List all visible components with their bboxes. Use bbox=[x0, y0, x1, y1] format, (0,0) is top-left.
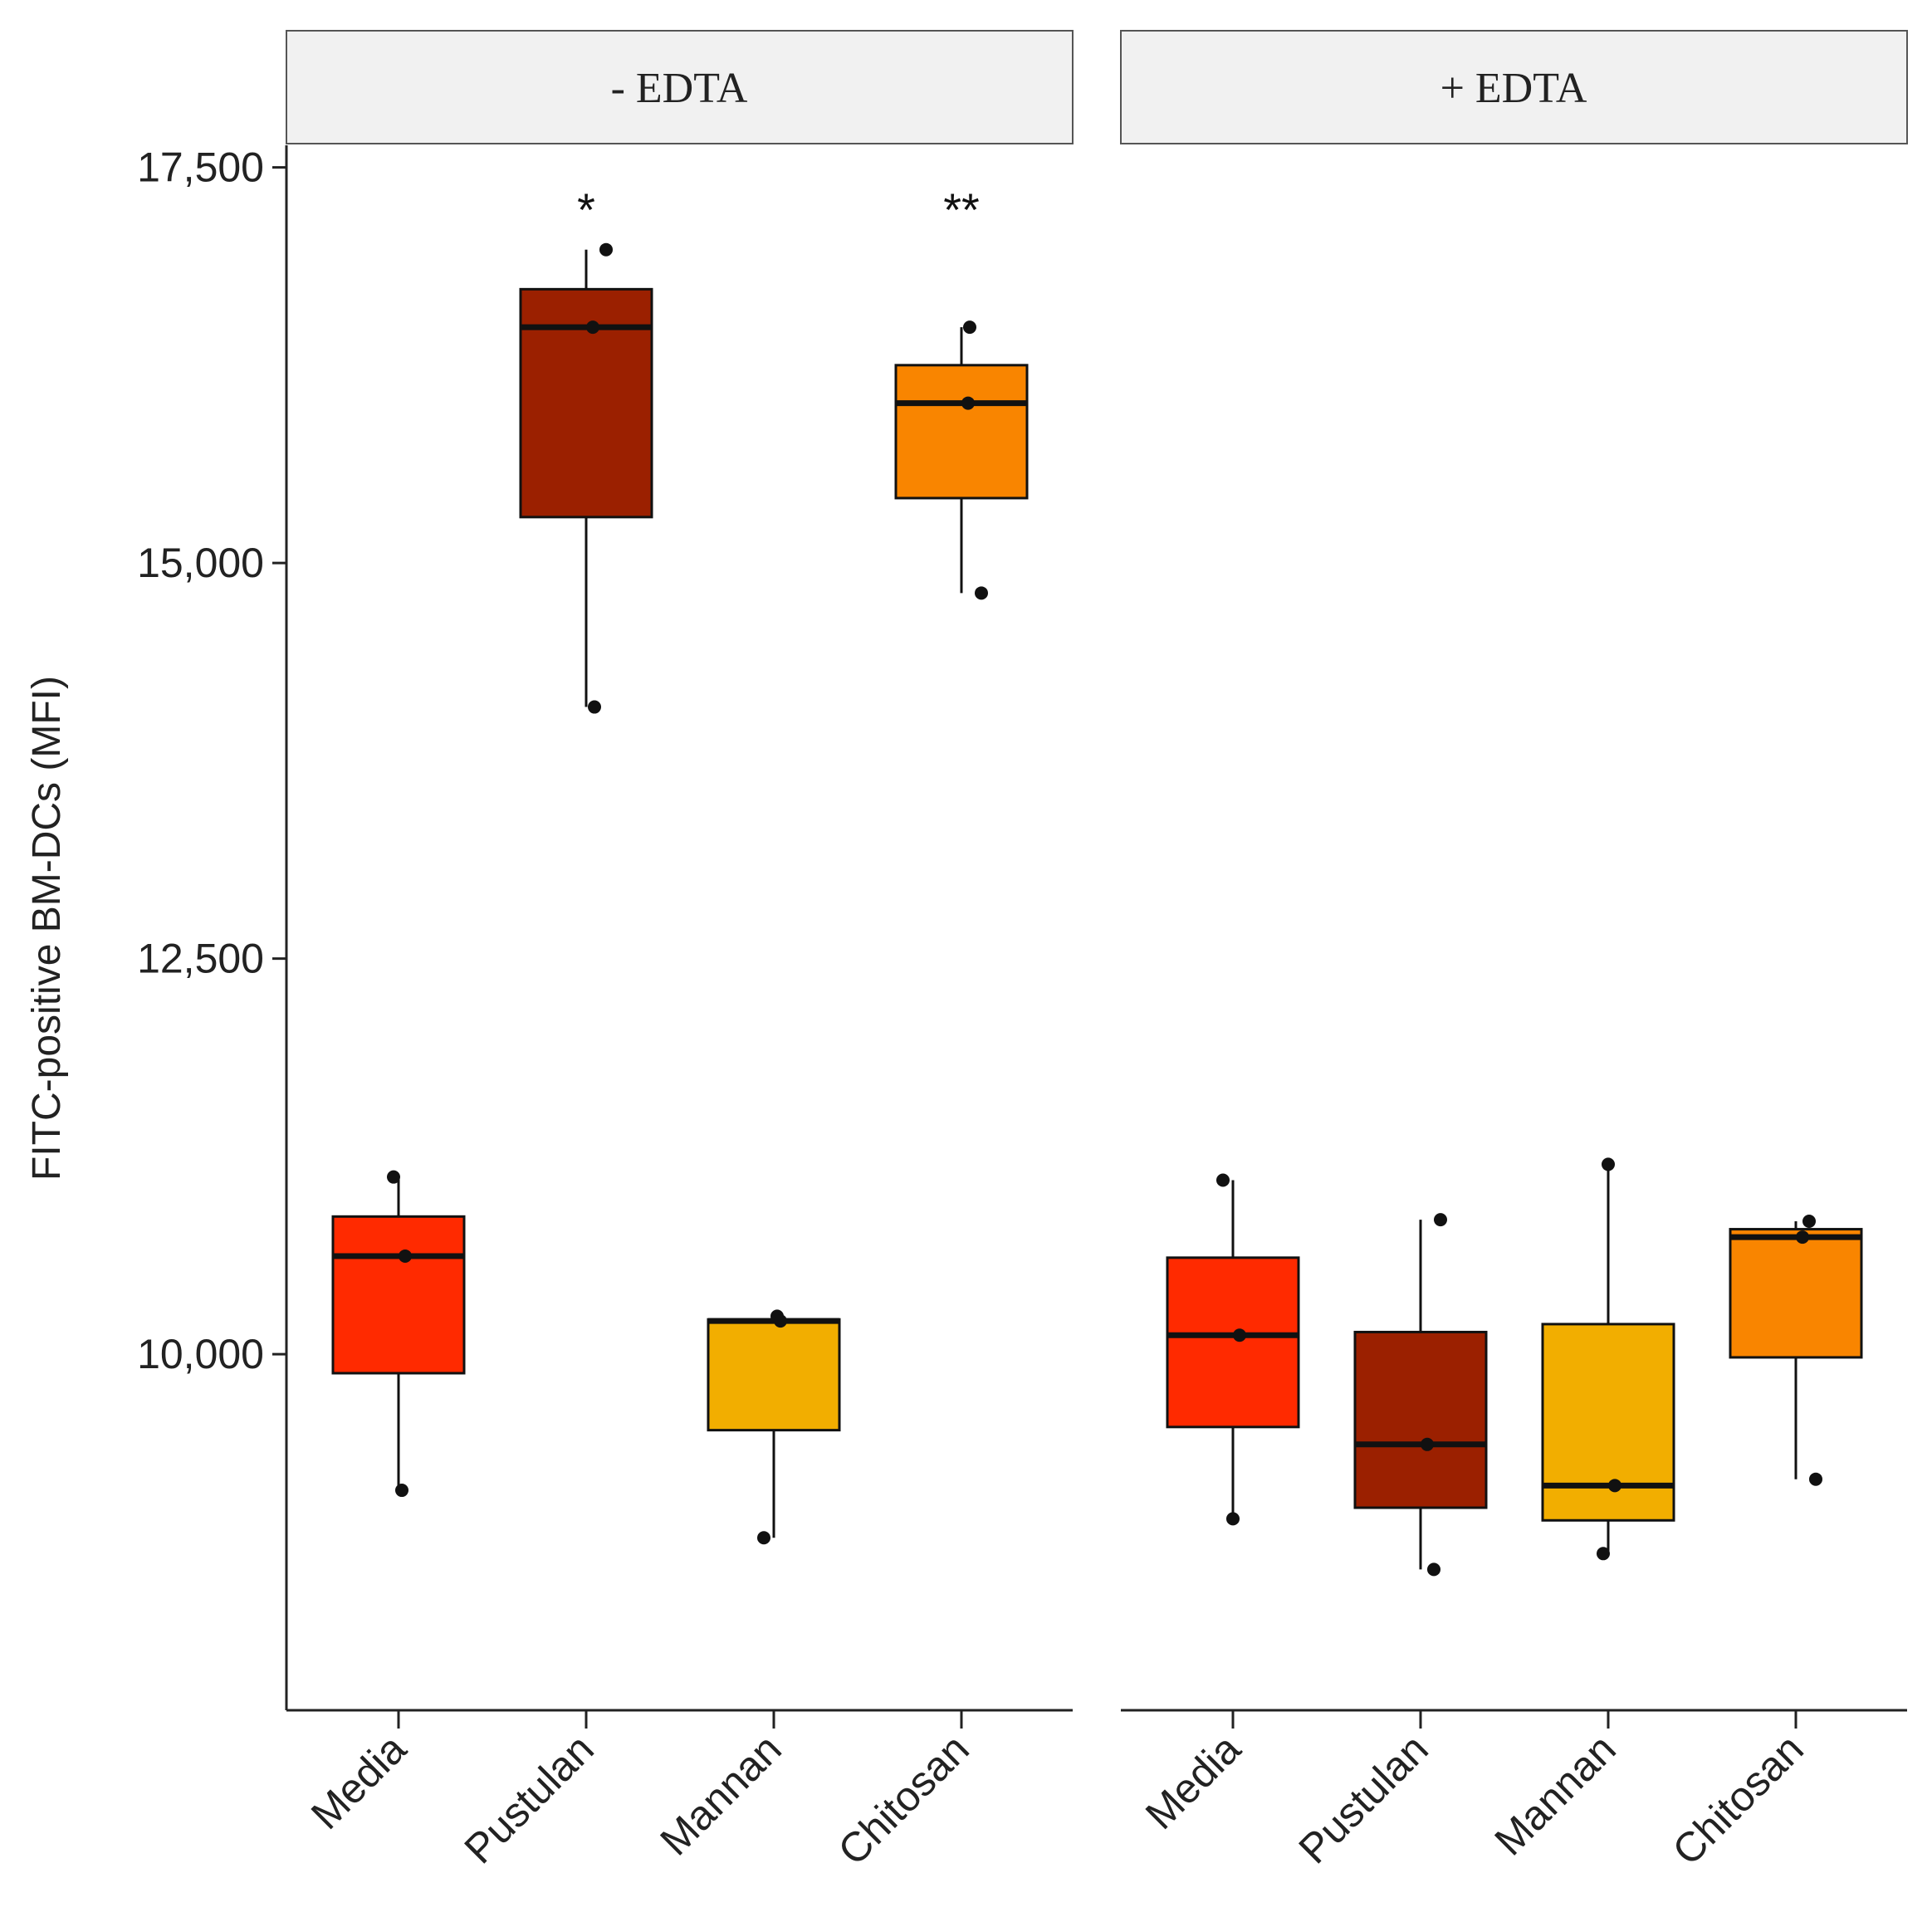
x-category: Mannan bbox=[651, 1710, 790, 1865]
x-category: Mannan bbox=[1485, 1710, 1625, 1865]
data-point bbox=[586, 320, 599, 335]
y-tick-label: 15,000 bbox=[137, 540, 264, 586]
data-point bbox=[1216, 1173, 1230, 1187]
data-point bbox=[1427, 1562, 1440, 1577]
significance-labels: * ** bbox=[577, 183, 980, 236]
x-tick-label-media: Media bbox=[1137, 1725, 1250, 1838]
y-tick: 12,500 bbox=[137, 936, 286, 982]
data-point bbox=[1226, 1512, 1240, 1526]
x-tick-label-pustulan: Pustulan bbox=[1290, 1725, 1437, 1872]
data-point bbox=[1421, 1437, 1434, 1451]
data-point bbox=[599, 242, 613, 257]
y-tick: 10,000 bbox=[137, 1331, 286, 1377]
box-body bbox=[707, 1318, 841, 1432]
strip-plus-edta-box bbox=[1120, 30, 1908, 144]
x-category: Pustulan bbox=[1290, 1710, 1437, 1872]
box-plus-edta-mannan bbox=[1541, 1157, 1675, 1561]
box-body bbox=[1353, 1330, 1488, 1509]
box-minus-edta-chitosan bbox=[894, 320, 1029, 600]
box-body bbox=[1541, 1323, 1675, 1522]
data-point bbox=[1796, 1230, 1809, 1245]
data-point bbox=[399, 1249, 412, 1263]
strip-minus-edta-label: - EDTA bbox=[611, 65, 748, 112]
strip-minus-edta-box bbox=[286, 30, 1074, 144]
y-tick: 17,500 bbox=[137, 144, 286, 191]
x-category: Media bbox=[302, 1710, 415, 1838]
x-tick-label-mannan: Mannan bbox=[1485, 1725, 1624, 1864]
box-minus-edta-media bbox=[331, 1170, 466, 1498]
y-tick-label: 10,000 bbox=[137, 1331, 264, 1377]
data-point bbox=[1608, 1479, 1621, 1493]
data-point bbox=[1233, 1328, 1246, 1342]
data-point bbox=[975, 586, 988, 600]
data-point bbox=[588, 700, 601, 714]
x-tick-label-chitosan: Chitosan bbox=[1664, 1725, 1812, 1874]
box-body bbox=[894, 364, 1029, 500]
data-point bbox=[1802, 1215, 1816, 1229]
x-category: Media bbox=[1137, 1710, 1250, 1838]
box-plus-edta-chitosan bbox=[1729, 1215, 1863, 1486]
y-tick-label: 17,500 bbox=[137, 144, 264, 191]
data-point bbox=[757, 1531, 770, 1545]
data-point bbox=[387, 1170, 400, 1184]
y-axis-label: FITC-positive BM-DCs (MFI) bbox=[25, 676, 69, 1181]
box-plus-edta-pustulan bbox=[1353, 1213, 1488, 1577]
x-tick-label-media: Media bbox=[302, 1725, 415, 1838]
x-category: Chitosan bbox=[1664, 1710, 1812, 1874]
x-tick-label-chitosan: Chitosan bbox=[829, 1725, 978, 1874]
box-body bbox=[331, 1215, 466, 1375]
x-tick-label-mannan: Mannan bbox=[651, 1725, 790, 1864]
box-plus-edta-media bbox=[1166, 1173, 1300, 1526]
x-categories: Media Pustulan Mannan Chitosan Media Pus… bbox=[302, 1710, 1812, 1874]
x-category: Pustulan bbox=[456, 1710, 603, 1872]
data-point bbox=[961, 396, 975, 410]
strip-plus-edta: + EDTA bbox=[1120, 30, 1908, 144]
data-point bbox=[963, 320, 976, 335]
data-point bbox=[774, 1314, 787, 1328]
significance-pustulan: * bbox=[577, 183, 595, 236]
significance-chitosan: ** bbox=[943, 183, 980, 236]
y-tick-group: 10,000 12,500 15,000 17,500 bbox=[137, 144, 286, 1377]
box-minus-edta-pustulan bbox=[519, 242, 653, 714]
box-body bbox=[1729, 1228, 1863, 1359]
boxes-layer bbox=[331, 242, 1863, 1577]
strip-plus-edta-label: + EDTA bbox=[1440, 65, 1587, 112]
y-tick-label: 12,500 bbox=[137, 936, 264, 982]
y-tick: 15,000 bbox=[137, 540, 286, 586]
data-point bbox=[1602, 1157, 1615, 1171]
x-category: Chitosan bbox=[829, 1710, 978, 1874]
data-point bbox=[1809, 1472, 1822, 1486]
box-body bbox=[1166, 1256, 1300, 1429]
box-body bbox=[519, 287, 653, 519]
data-point bbox=[1597, 1547, 1610, 1561]
data-point bbox=[395, 1484, 408, 1498]
x-tick-label-pustulan: Pustulan bbox=[456, 1725, 603, 1872]
box-minus-edta-mannan bbox=[707, 1309, 841, 1545]
strip-minus-edta: - EDTA bbox=[286, 30, 1074, 144]
data-point bbox=[1434, 1213, 1447, 1227]
